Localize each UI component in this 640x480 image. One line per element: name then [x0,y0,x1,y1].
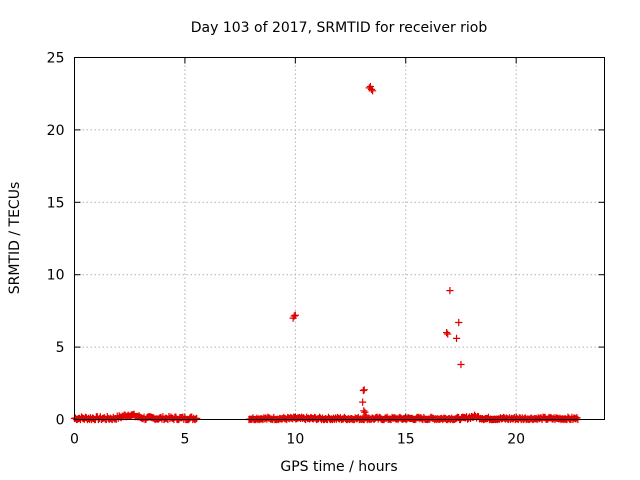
data-point [291,311,299,319]
y-tick-label: 25 [47,51,65,67]
x-tick-label: 5 [180,432,189,448]
grid-lines [74,57,605,420]
plot-frame [74,57,605,420]
data-point [443,329,451,337]
data-point [290,312,298,320]
y-tick-label: 5 [56,340,65,356]
data-point [359,386,367,395]
data-point [452,334,461,343]
data-point [193,414,201,422]
y-axis-label: SRMTID / TECUs [7,182,23,295]
y-tick-label: 20 [47,123,65,139]
data-point [457,360,465,369]
data-point [359,398,367,406]
y-tick-label: 0 [56,413,65,429]
y-tick-label: 15 [47,195,65,211]
x-tick-label: 10 [286,432,304,448]
data-point [360,386,368,394]
data-point [444,330,452,338]
x-axis-label: GPS time / hours [280,459,397,475]
chart-title: Day 103 of 2017, SRMTID for receiver rio… [191,20,488,36]
x-tick-label: 15 [397,432,415,448]
data-point [361,408,369,416]
x-tick-label: 20 [507,432,525,448]
x-tick-label: 0 [70,432,79,448]
data-point [369,87,377,95]
data-point [455,318,463,327]
data-point [366,82,375,91]
data-markers [70,82,582,424]
data-point [446,287,454,295]
y-tick-label: 10 [47,268,65,284]
data-point [362,411,370,419]
tick-labels: 0 5 10 15 20 0 5 10 15 20 25 [47,51,525,448]
axis-ticks [74,57,605,420]
